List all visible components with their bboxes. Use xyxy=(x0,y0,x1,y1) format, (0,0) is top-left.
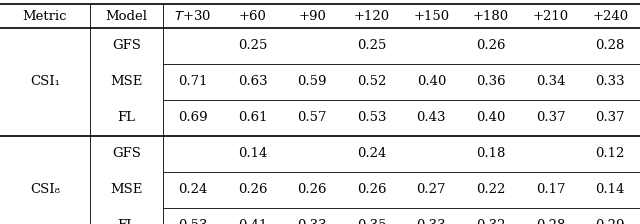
Text: 0.25: 0.25 xyxy=(357,39,387,52)
Text: Metric: Metric xyxy=(23,9,67,22)
Text: 0.52: 0.52 xyxy=(357,75,387,88)
Text: 0.43: 0.43 xyxy=(417,112,446,125)
Text: FL: FL xyxy=(118,219,136,224)
Text: 0.26: 0.26 xyxy=(237,183,267,196)
Text: 0.22: 0.22 xyxy=(476,183,506,196)
Text: 0.28: 0.28 xyxy=(536,219,565,224)
Text: 0.61: 0.61 xyxy=(237,112,267,125)
Text: 0.25: 0.25 xyxy=(237,39,267,52)
Text: CSI₁: CSI₁ xyxy=(30,75,60,88)
Text: 0.35: 0.35 xyxy=(357,219,387,224)
Text: +90: +90 xyxy=(298,9,326,22)
Text: 0.27: 0.27 xyxy=(417,183,446,196)
Text: +180: +180 xyxy=(473,9,509,22)
Text: 0.26: 0.26 xyxy=(357,183,387,196)
Text: CSI₈: CSI₈ xyxy=(30,183,60,196)
Text: +240: +240 xyxy=(592,9,628,22)
Text: 0.41: 0.41 xyxy=(237,219,267,224)
Text: GFS: GFS xyxy=(112,39,141,52)
Text: 0.37: 0.37 xyxy=(536,112,565,125)
Text: $T$+30: $T$+30 xyxy=(174,9,211,23)
Text: 0.33: 0.33 xyxy=(595,75,625,88)
Text: 0.12: 0.12 xyxy=(595,147,625,160)
Text: 0.37: 0.37 xyxy=(595,112,625,125)
Text: 0.57: 0.57 xyxy=(298,112,327,125)
Text: +120: +120 xyxy=(354,9,390,22)
Text: FL: FL xyxy=(118,112,136,125)
Text: 0.14: 0.14 xyxy=(595,183,625,196)
Text: +60: +60 xyxy=(239,9,266,22)
Text: 0.53: 0.53 xyxy=(178,219,207,224)
Text: 0.40: 0.40 xyxy=(476,112,506,125)
Text: 0.33: 0.33 xyxy=(297,219,327,224)
Text: 0.26: 0.26 xyxy=(476,39,506,52)
Text: MSE: MSE xyxy=(110,75,143,88)
Text: 0.28: 0.28 xyxy=(595,39,625,52)
Text: 0.36: 0.36 xyxy=(476,75,506,88)
Text: 0.53: 0.53 xyxy=(357,112,387,125)
Text: 0.33: 0.33 xyxy=(417,219,446,224)
Text: 0.63: 0.63 xyxy=(237,75,268,88)
Text: 0.17: 0.17 xyxy=(536,183,565,196)
Text: 0.59: 0.59 xyxy=(298,75,327,88)
Text: 0.69: 0.69 xyxy=(178,112,207,125)
Text: Model: Model xyxy=(106,9,147,22)
Text: +210: +210 xyxy=(532,9,568,22)
Text: 0.34: 0.34 xyxy=(536,75,565,88)
Text: +150: +150 xyxy=(413,9,449,22)
Text: 0.18: 0.18 xyxy=(476,147,506,160)
Text: 0.40: 0.40 xyxy=(417,75,446,88)
Text: 0.29: 0.29 xyxy=(595,219,625,224)
Text: 0.32: 0.32 xyxy=(476,219,506,224)
Text: MSE: MSE xyxy=(110,183,143,196)
Text: 0.26: 0.26 xyxy=(298,183,327,196)
Text: 0.14: 0.14 xyxy=(237,147,267,160)
Text: 0.71: 0.71 xyxy=(178,75,207,88)
Text: 0.24: 0.24 xyxy=(357,147,387,160)
Text: GFS: GFS xyxy=(112,147,141,160)
Text: 0.24: 0.24 xyxy=(178,183,207,196)
